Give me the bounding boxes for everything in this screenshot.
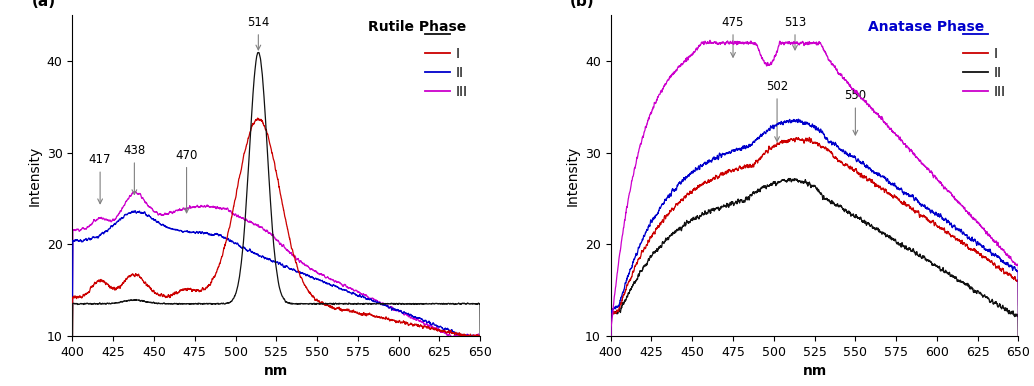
- Text: Anatase Phase: Anatase Phase: [868, 20, 984, 34]
- Text: 514: 514: [247, 16, 270, 50]
- Text: Rutile Phase: Rutile Phase: [368, 20, 466, 34]
- Y-axis label: Intensity: Intensity: [27, 146, 41, 206]
- Legend: , I, II, III: , I, II, III: [420, 22, 474, 104]
- Text: (a): (a): [32, 0, 56, 9]
- X-axis label: nm: nm: [264, 364, 288, 378]
- Text: 550: 550: [845, 90, 866, 135]
- Text: 513: 513: [784, 16, 807, 50]
- Legend: , I, II, III: , I, II, III: [957, 22, 1011, 104]
- Text: 502: 502: [766, 80, 788, 141]
- Y-axis label: Intensity: Intensity: [566, 146, 579, 206]
- Text: 475: 475: [722, 16, 744, 57]
- Text: 470: 470: [176, 149, 197, 213]
- Text: (b): (b): [570, 0, 595, 9]
- Text: 417: 417: [89, 154, 112, 204]
- X-axis label: nm: nm: [802, 364, 827, 378]
- Text: 438: 438: [123, 144, 146, 195]
